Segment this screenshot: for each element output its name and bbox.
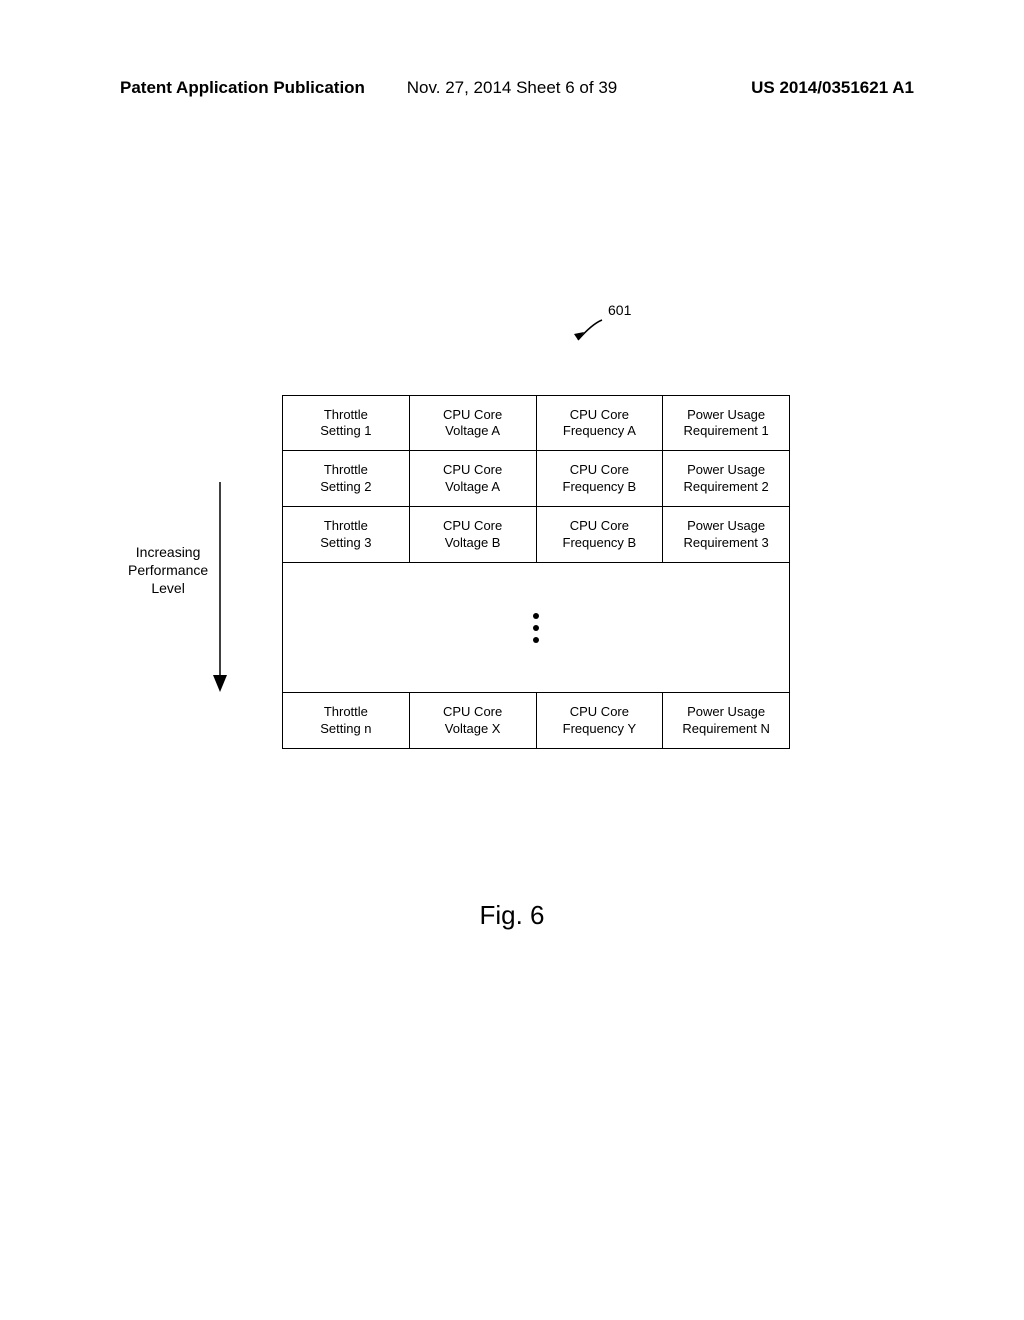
header-right: US 2014/0351621 A1 xyxy=(751,78,914,98)
performance-arrow-icon xyxy=(210,482,230,692)
table-cell: CPU Core Frequency A xyxy=(537,396,664,450)
table-row: Throttle Setting 2 CPU Core Voltage A CP… xyxy=(282,451,790,507)
table-row: Throttle Setting 3 CPU Core Voltage B CP… xyxy=(282,507,790,563)
cell-line: Requirement N xyxy=(682,721,769,737)
page-header: Patent Application Publication Nov. 27, … xyxy=(0,78,1024,98)
figure-caption: Fig. 6 xyxy=(479,900,544,931)
table-cell: Throttle Setting 1 xyxy=(283,396,410,450)
arrow-label-line: Performance xyxy=(128,561,208,579)
cell-line: Power Usage xyxy=(687,407,765,423)
ellipsis-icon xyxy=(533,613,539,643)
throttle-settings-table: Throttle Setting 1 CPU Core Voltage A CP… xyxy=(282,395,790,749)
table-cell: Power Usage Requirement 1 xyxy=(663,396,789,450)
cell-line: Power Usage xyxy=(687,704,765,720)
cell-line: Frequency B xyxy=(563,535,637,551)
cell-line: Requirement 1 xyxy=(683,423,768,439)
header-left: Patent Application Publication xyxy=(120,78,365,98)
table-cell: Power Usage Requirement 2 xyxy=(663,451,789,506)
cell-line: Voltage A xyxy=(445,423,500,439)
cell-line: CPU Core xyxy=(443,407,502,423)
header-center: Nov. 27, 2014 Sheet 6 of 39 xyxy=(407,78,617,98)
cell-line: CPU Core xyxy=(570,518,629,534)
cell-line: Voltage B xyxy=(445,535,501,551)
table-cell: Power Usage Requirement N xyxy=(663,693,789,748)
cell-line: CPU Core xyxy=(443,462,502,478)
cell-line: Requirement 3 xyxy=(683,535,768,551)
arrow-label-line: Level xyxy=(128,579,208,597)
cell-line: Frequency Y xyxy=(563,721,636,737)
cell-line: Throttle xyxy=(324,407,368,423)
table-cell: Throttle Setting 3 xyxy=(283,507,410,562)
cell-line: CPU Core xyxy=(570,407,629,423)
arrow-label-line: Increasing xyxy=(128,543,208,561)
cell-line: Throttle xyxy=(324,704,368,720)
table-cell: Power Usage Requirement 3 xyxy=(663,507,789,562)
cell-line: Frequency A xyxy=(563,423,636,439)
performance-arrow-label: Increasing Performance Level xyxy=(128,543,208,598)
table-cell: CPU Core Frequency B xyxy=(537,451,664,506)
table-cell: CPU Core Voltage A xyxy=(410,451,537,506)
cell-line: Frequency B xyxy=(563,479,637,495)
cell-line: Power Usage xyxy=(687,518,765,534)
table-cell: CPU Core Frequency B xyxy=(537,507,664,562)
table-row: Throttle Setting n CPU Core Voltage X CP… xyxy=(282,693,790,749)
table-cell: CPU Core Voltage A xyxy=(410,396,537,450)
cell-line: Requirement 2 xyxy=(683,479,768,495)
cell-line: Setting 1 xyxy=(320,423,371,439)
cell-line: Voltage A xyxy=(445,479,500,495)
table-cell: Throttle Setting n xyxy=(283,693,410,748)
cell-line: CPU Core xyxy=(443,704,502,720)
cell-line: Voltage X xyxy=(445,721,501,737)
table-cell: CPU Core Frequency Y xyxy=(537,693,664,748)
cell-line: Power Usage xyxy=(687,462,765,478)
reference-arrow-icon xyxy=(570,318,610,348)
table-cell: Throttle Setting 2 xyxy=(283,451,410,506)
table-cell: CPU Core Voltage B xyxy=(410,507,537,562)
reference-number: 601 xyxy=(608,302,631,318)
cell-line: CPU Core xyxy=(570,704,629,720)
cell-line: CPU Core xyxy=(443,518,502,534)
cell-line: Setting 3 xyxy=(320,535,371,551)
cell-line: Setting n xyxy=(320,721,371,737)
table-row: Throttle Setting 1 CPU Core Voltage A CP… xyxy=(282,395,790,451)
table-ellipsis-row xyxy=(282,563,790,693)
cell-line: Setting 2 xyxy=(320,479,371,495)
table-cell: CPU Core Voltage X xyxy=(410,693,537,748)
cell-line: Throttle xyxy=(324,462,368,478)
cell-line: CPU Core xyxy=(570,462,629,478)
cell-line: Throttle xyxy=(324,518,368,534)
